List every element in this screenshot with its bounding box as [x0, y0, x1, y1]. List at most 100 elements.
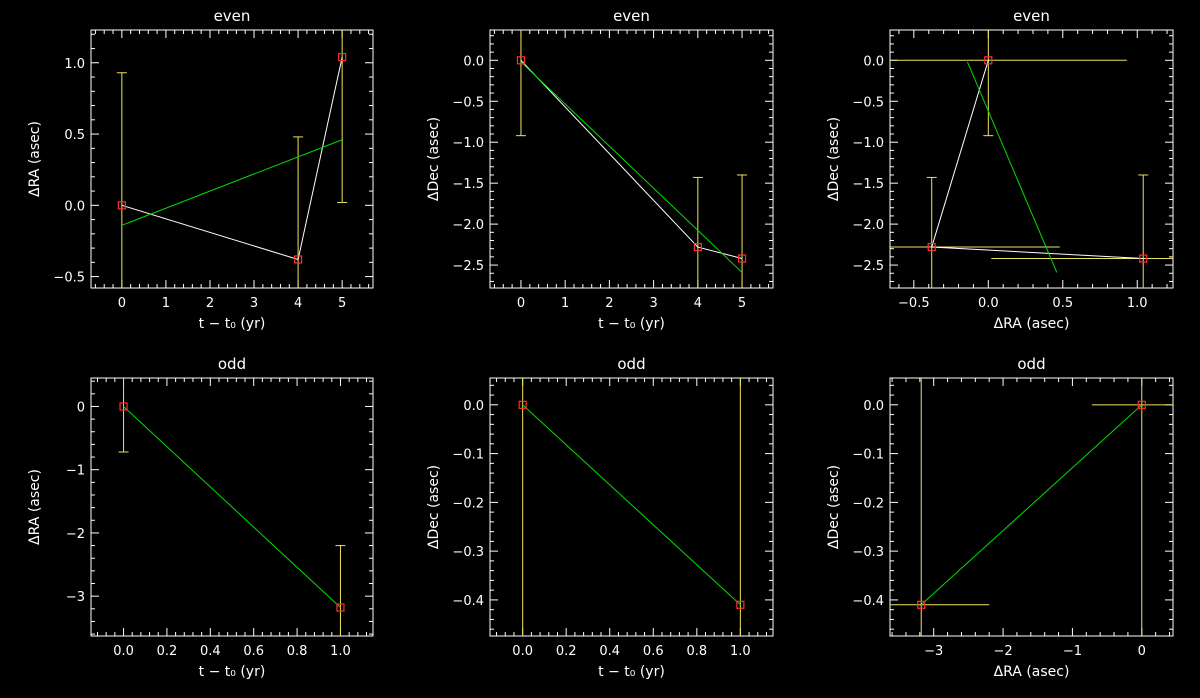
- y-tick-label: −0.4: [852, 594, 884, 609]
- data-point-marker: [736, 600, 745, 609]
- panel-title: even: [214, 7, 251, 25]
- data-point-marker: [117, 201, 126, 210]
- y-tick-label: 1.0: [64, 57, 85, 72]
- y-tick-label: 0.0: [863, 399, 884, 414]
- x-tick-label: 0: [517, 296, 525, 311]
- y-axis-label: ΔDec (asec): [426, 117, 442, 201]
- data-point-marker: [917, 600, 926, 609]
- x-tick-label: 0.6: [643, 644, 664, 659]
- y-tick-label: −0.5: [53, 271, 85, 286]
- plot-frame: [489, 29, 774, 289]
- x-tick-label: 2: [206, 296, 214, 311]
- y-tick-label: −0.3: [452, 545, 484, 560]
- x-tick-label: 0: [1138, 644, 1146, 659]
- y-axis-label: ΔDec (asec): [826, 465, 842, 549]
- y-axis-label: ΔRA (asec): [27, 121, 43, 197]
- data-line: [121, 56, 343, 261]
- x-tick-label: 1: [162, 296, 170, 311]
- y-tick-label: −2.5: [452, 259, 484, 274]
- x-tick-label: 0.4: [599, 644, 620, 659]
- y-tick-label: −0.2: [852, 496, 884, 511]
- plot-frame: [489, 377, 774, 637]
- y-tick-label: 0.5: [64, 128, 85, 143]
- fit-line: [920, 404, 1143, 606]
- x-axis-label: t − t₀ (yr): [199, 664, 266, 680]
- data-point-marker: [1139, 254, 1148, 263]
- panel-1: 0 1 2 3 4 5 −0.5 0.0 0.5 1.0 even t − t₀ (yr) ΔRA (a…: [27, 7, 374, 332]
- data-point-marker: [119, 402, 128, 411]
- x-tick-label: 0: [118, 296, 126, 311]
- x-tick-label: 0.8: [287, 644, 308, 659]
- x-tick-label: 3: [250, 296, 258, 311]
- y-axis-label: ΔRA (asec): [27, 469, 43, 545]
- data-point-marker: [737, 254, 747, 263]
- x-tick-label: −0.5: [898, 296, 930, 311]
- y-tick-label: 0.0: [863, 54, 884, 69]
- x-tick-label: 5: [338, 296, 346, 311]
- data-line: [520, 59, 743, 259]
- fit-line: [522, 404, 741, 606]
- x-tick-label: 2: [605, 296, 613, 311]
- x-tick-label: 0.0: [512, 644, 533, 659]
- x-tick-label: −2: [993, 644, 1012, 659]
- plot-frame: [90, 377, 374, 637]
- y-tick-label: −1.0: [452, 136, 484, 151]
- y-tick-label: −3: [66, 590, 85, 605]
- y-tick-label: −0.5: [452, 95, 484, 110]
- x-tick-label: 1.0: [330, 644, 351, 659]
- y-tick-label: −0.4: [452, 594, 484, 609]
- data-point-marker: [338, 52, 347, 62]
- y-tick-label: −0.1: [452, 448, 484, 463]
- plot-frame: [889, 29, 1174, 289]
- x-tick-label: 4: [294, 296, 302, 311]
- panel-2: 0 1 2 3 4 5 −2.5 −2.0 −1.5 −1.0 −0.5 0.0 even t − t₀ …: [426, 7, 774, 332]
- x-tick-label: 0.2: [556, 644, 577, 659]
- y-tick-label: 0: [77, 400, 85, 415]
- plot-frame: [889, 377, 1174, 637]
- y-tick-label: −0.5: [852, 95, 884, 110]
- y-axis-label: ΔDec (asec): [826, 117, 842, 201]
- panel-title: even: [613, 7, 650, 25]
- x-tick-label: −1: [1063, 644, 1082, 659]
- x-tick-label: −3: [924, 644, 943, 659]
- panel-6: −3 −2 −1 0 −0.4 −0.3 −0.2 −0.1 0.0 odd ΔRA (asec) Δ…: [826, 355, 1174, 680]
- x-axis-label: t − t₀ (yr): [199, 316, 266, 332]
- y-tick-label: −2.0: [852, 218, 884, 233]
- x-tick-label: 0.8: [686, 644, 707, 659]
- x-tick-label: 0.6: [243, 644, 264, 659]
- y-tick-label: −0.3: [852, 545, 884, 560]
- x-tick-label: 1: [561, 296, 569, 311]
- y-tick-label: −1.5: [452, 177, 484, 192]
- panel-3: −0.5 0.0 0.5 1.0 −2.5 −2.0 −1.5 −1.0 −0.5 0.0 even…: [826, 7, 1174, 332]
- plot-frame: [90, 29, 374, 289]
- y-tick-label: −2.5: [852, 259, 884, 274]
- y-tick-label: −0.1: [852, 448, 884, 463]
- y-tick-label: 0.0: [463, 399, 484, 414]
- data-point-marker: [516, 56, 526, 65]
- y-tick-label: −1.0: [852, 136, 884, 151]
- x-tick-label: 1.0: [730, 644, 751, 659]
- panel-title: odd: [617, 355, 645, 373]
- y-tick-label: −1.5: [852, 177, 884, 192]
- data-line: [931, 60, 1144, 260]
- x-tick-label: 5: [738, 296, 746, 311]
- x-tick-label: 0.0: [113, 644, 134, 659]
- y-tick-label: 0.0: [463, 54, 484, 69]
- y-tick-label: −1: [66, 464, 85, 479]
- fit-line: [121, 139, 343, 226]
- y-tick-label: −2: [66, 527, 85, 542]
- x-axis-label: t − t₀ (yr): [598, 664, 665, 680]
- data-point-marker: [518, 400, 527, 409]
- x-axis-label: ΔRA (asec): [994, 316, 1070, 332]
- x-tick-label: 0.2: [157, 644, 178, 659]
- x-tick-label: 0.5: [1052, 296, 1073, 311]
- data-point-marker: [1137, 400, 1146, 409]
- fit-line: [520, 61, 743, 273]
- x-tick-label: 4: [694, 296, 702, 311]
- x-tick-label: 3: [649, 296, 657, 311]
- data-point-marker: [336, 603, 345, 612]
- panel-title: even: [1013, 7, 1050, 25]
- x-tick-label: 1.0: [1127, 296, 1148, 311]
- fit-line: [966, 61, 1058, 273]
